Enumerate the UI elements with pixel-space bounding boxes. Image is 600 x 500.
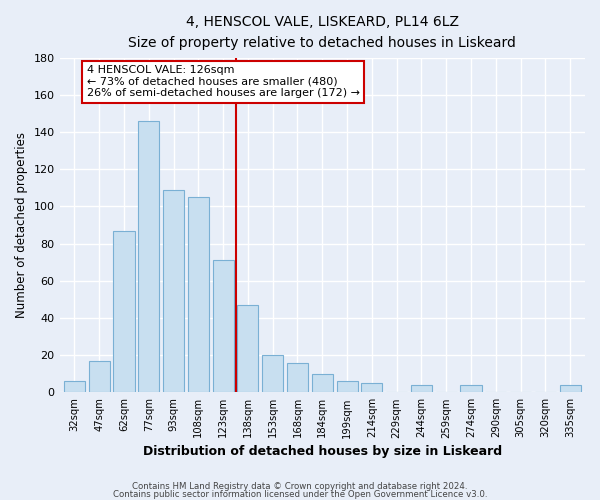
Bar — [361, 383, 382, 392]
Bar — [287, 362, 308, 392]
Y-axis label: Number of detached properties: Number of detached properties — [15, 132, 28, 318]
Bar — [212, 260, 233, 392]
Bar — [188, 197, 209, 392]
Bar — [238, 305, 259, 392]
Bar — [460, 385, 482, 392]
Bar — [411, 385, 432, 392]
Bar — [337, 381, 358, 392]
X-axis label: Distribution of detached houses by size in Liskeard: Distribution of detached houses by size … — [143, 444, 502, 458]
Text: Contains public sector information licensed under the Open Government Licence v3: Contains public sector information licen… — [113, 490, 487, 499]
Bar — [138, 121, 160, 392]
Title: 4, HENSCOL VALE, LISKEARD, PL14 6LZ
Size of property relative to detached houses: 4, HENSCOL VALE, LISKEARD, PL14 6LZ Size… — [128, 15, 516, 50]
Bar — [262, 355, 283, 393]
Bar — [560, 385, 581, 392]
Text: Contains HM Land Registry data © Crown copyright and database right 2024.: Contains HM Land Registry data © Crown c… — [132, 482, 468, 491]
Text: 4 HENSCOL VALE: 126sqm
← 73% of detached houses are smaller (480)
26% of semi-de: 4 HENSCOL VALE: 126sqm ← 73% of detached… — [87, 65, 360, 98]
Bar — [64, 381, 85, 392]
Bar — [89, 360, 110, 392]
Bar — [113, 230, 134, 392]
Bar — [163, 190, 184, 392]
Bar — [312, 374, 333, 392]
